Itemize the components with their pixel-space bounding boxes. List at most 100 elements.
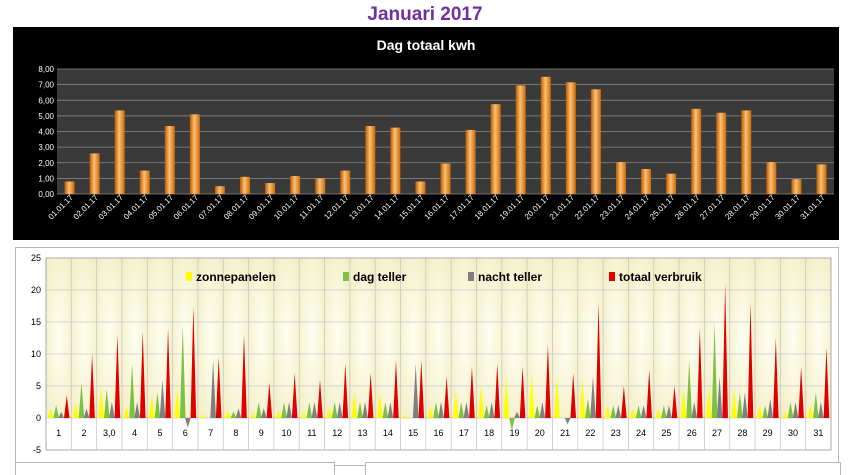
chart2-spike-dag-teller bbox=[306, 402, 313, 418]
chart2-spike-nacht-teller bbox=[742, 392, 748, 418]
chart1-x-tick: 10.01.17 bbox=[272, 193, 301, 222]
chart2-spike-nacht-teller bbox=[286, 402, 292, 418]
chart2-spike-dag-teller bbox=[458, 402, 465, 418]
chart2-spike-dag-teller bbox=[78, 382, 85, 418]
chart2-x-tick: 2 bbox=[81, 428, 86, 438]
chart1-bar bbox=[365, 126, 376, 194]
chart2-spike-zonnepanelen bbox=[275, 410, 282, 418]
chart2-x-tick: 17 bbox=[459, 428, 469, 438]
chart2-x-tick: 15 bbox=[408, 428, 418, 438]
chart2-spike-nacht-teller bbox=[235, 408, 242, 418]
chart2-spike-zonnepanelen bbox=[604, 405, 611, 418]
chart1-x-tick: 27.01.17 bbox=[698, 193, 727, 222]
chart2-x-tick: 12 bbox=[332, 428, 342, 438]
chart1-x-tick: 02.01.17 bbox=[72, 193, 101, 222]
chart2-spike-dag-teller bbox=[357, 402, 363, 418]
chart1-x-tick: 19.01.17 bbox=[498, 193, 527, 222]
chart2-spike-totaal-verbruik bbox=[418, 360, 425, 418]
chart2-spike-totaal-verbruik bbox=[317, 379, 323, 418]
chart2-spike-zonnepanelen bbox=[782, 411, 788, 418]
chart2-spike-dag-teller bbox=[711, 322, 718, 418]
chart2-spike-dag-teller bbox=[433, 402, 439, 418]
chart1-bar bbox=[515, 85, 526, 194]
chart2-spike-totaal-verbruik bbox=[646, 370, 652, 418]
chart1-x-tick: 29.01.17 bbox=[748, 193, 777, 222]
chart2-spike-totaal-verbruik bbox=[772, 338, 779, 418]
chart2-spike-nacht-teller bbox=[336, 402, 343, 418]
chart1-y-tick: 5,00 bbox=[38, 112, 54, 121]
chart1-x-tick: 26.01.17 bbox=[673, 193, 702, 222]
chart1-bar bbox=[791, 179, 802, 194]
chart2-spike-nacht-teller bbox=[514, 411, 520, 418]
chart2-spike-totaal-verbruik bbox=[266, 382, 273, 418]
chart2-spike-zonnepanelen bbox=[250, 412, 256, 418]
chart2-x-tick: 20 bbox=[535, 428, 545, 438]
chart2-spike-zonnepanelen bbox=[630, 408, 636, 418]
chart1-x-tick: 15.01.17 bbox=[397, 193, 426, 222]
chart1-x-tick: 11.01.17 bbox=[298, 193, 326, 221]
chart1-x-tick: 08.01.17 bbox=[222, 193, 251, 222]
chart2-spike-zonnepanelen bbox=[199, 414, 206, 418]
chart1-x-tick: 04.01.17 bbox=[122, 193, 151, 222]
chart2-x-tick: 5 bbox=[157, 428, 162, 438]
chart2-x-tick: 3,0 bbox=[103, 428, 116, 438]
chart2-spike-zonnepanelen bbox=[402, 414, 408, 418]
chart2-x-tick: 8 bbox=[233, 428, 238, 438]
chart2-x-tick: 30 bbox=[788, 428, 798, 438]
chart2-spike-nacht-teller bbox=[564, 418, 571, 425]
chart2-spike-nacht-teller bbox=[159, 379, 166, 418]
chart2-spike-nacht-teller bbox=[387, 402, 394, 418]
chart2-spike-nacht-teller bbox=[83, 408, 90, 418]
chart2-spike-dag-teller bbox=[129, 363, 135, 418]
chart2-spike-nacht-teller bbox=[185, 418, 191, 428]
chart1-bar bbox=[265, 183, 276, 194]
chart1-bar bbox=[214, 186, 225, 194]
chart2-spike-totaal-verbruik bbox=[291, 373, 298, 418]
chart1-bar bbox=[641, 169, 652, 194]
chart2-legend-label: nacht teller bbox=[478, 270, 542, 284]
chart2-spike-dag-teller bbox=[331, 402, 338, 418]
chart2-x-tick: 19 bbox=[509, 428, 519, 438]
chart1-y-tick: 0,00 bbox=[38, 190, 54, 199]
chart2-spike-totaal-verbruik bbox=[595, 302, 602, 418]
chart2-spike-dag-teller bbox=[585, 398, 591, 418]
chart2-spike-totaal-verbruik bbox=[519, 366, 526, 418]
chart2-spike-totaal-verbruik bbox=[722, 283, 728, 418]
chart2-x-tick: 1 bbox=[56, 428, 61, 438]
chart2-spike-zonnepanelen bbox=[225, 410, 231, 418]
chart2-spike-totaal-verbruik bbox=[697, 328, 703, 418]
chart2-spike-zonnepanelen bbox=[706, 387, 712, 418]
chart2-spike-dag-teller bbox=[255, 402, 262, 418]
chart1-x-tick: 20.01.17 bbox=[523, 193, 552, 222]
chart2-spike-nacht-teller bbox=[716, 376, 723, 418]
chart2-legend-swatch bbox=[343, 272, 349, 281]
chart2-spike-dag-teller bbox=[154, 392, 161, 418]
chart2-legend-swatch bbox=[609, 272, 615, 281]
chart2-x-tick: 24 bbox=[636, 428, 646, 438]
chart1-bar bbox=[64, 181, 75, 194]
chart2-spike-zonnepanelen bbox=[452, 391, 459, 418]
chart2-spike-nacht-teller bbox=[134, 402, 140, 418]
chart2-spike-nacht-teller bbox=[362, 402, 368, 418]
chart2-spike-nacht-teller bbox=[640, 405, 647, 418]
chart2-spike-zonnepanelen bbox=[326, 406, 332, 418]
chart2-spike-totaal-verbruik bbox=[393, 360, 399, 418]
chart1-bar bbox=[390, 127, 401, 194]
chart2-spike-nacht-teller bbox=[463, 402, 470, 418]
chart1-x-tick: 25.01.17 bbox=[648, 193, 677, 222]
chart2-y-tick: 0 bbox=[36, 413, 41, 423]
chart2-y-tick: -5 bbox=[33, 445, 41, 455]
chart2-spike-nacht-teller bbox=[210, 360, 216, 418]
chart2-spike-zonnepanelen bbox=[149, 395, 155, 418]
chart2-x-tick: 26 bbox=[687, 428, 697, 438]
chart2-spike-zonnepanelen bbox=[528, 373, 535, 418]
chart1-bar bbox=[465, 129, 476, 194]
chart2-y-tick: 20 bbox=[31, 285, 41, 295]
chart1-x-tick: 14.01.17 bbox=[372, 193, 401, 222]
chart2-spike-dag-teller bbox=[179, 325, 186, 418]
chart1-x-tick: 17.01.17 bbox=[448, 193, 477, 222]
chart1-bar bbox=[440, 163, 451, 194]
chart1-bar bbox=[239, 176, 250, 194]
chart2-spike-dag-teller bbox=[53, 405, 59, 418]
